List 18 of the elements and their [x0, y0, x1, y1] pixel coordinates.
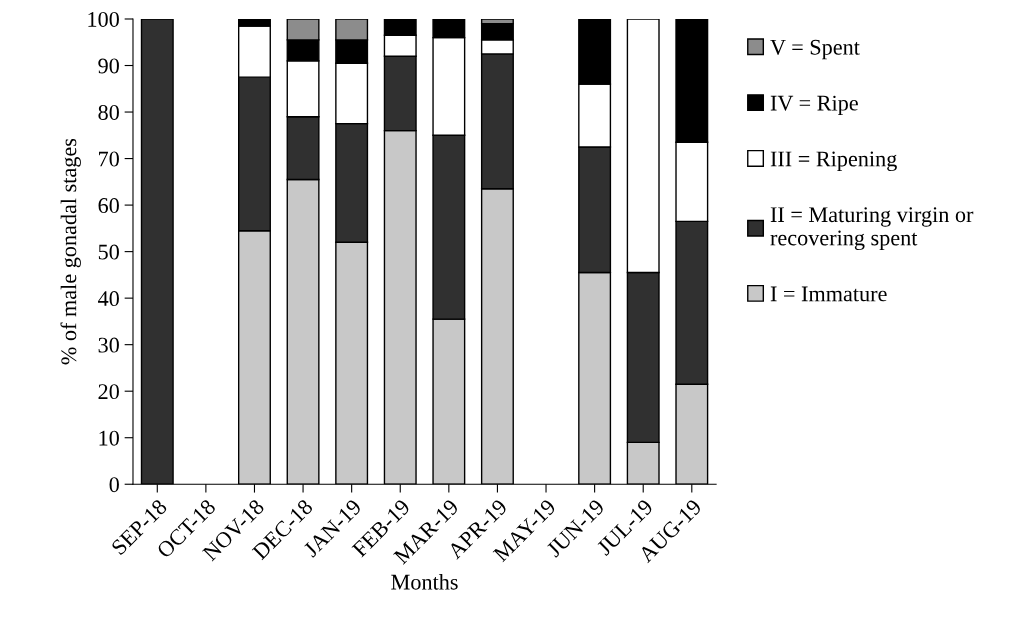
legend-label: II = Maturing virgin or recovering spent: [770, 207, 974, 251]
y-tick-label: 50: [98, 244, 119, 260]
legend-label: V = Spent: [770, 39, 860, 60]
legend-label: III = Ripening: [770, 151, 897, 172]
y-tick-label: 60: [98, 198, 119, 214]
y-tick-label: 30: [98, 337, 119, 353]
y-tick-label: 20: [98, 384, 119, 400]
y-tick-label: 100: [88, 11, 119, 27]
y-tick-label: 10: [99, 430, 119, 446]
y-tick-label: 90: [98, 58, 119, 74]
x-axis-title: Months: [391, 573, 458, 590]
y-tick-label: 40: [98, 291, 119, 307]
legend-label: IV = Ripe: [770, 95, 858, 116]
y-tick-label: 70: [99, 151, 119, 167]
y-tick-label: 0: [109, 477, 119, 493]
legend-label: I = Immature: [770, 286, 887, 302]
y-tick-label: 80: [98, 104, 119, 120]
y-axis-title: % of male gonadal stages: [60, 138, 81, 365]
